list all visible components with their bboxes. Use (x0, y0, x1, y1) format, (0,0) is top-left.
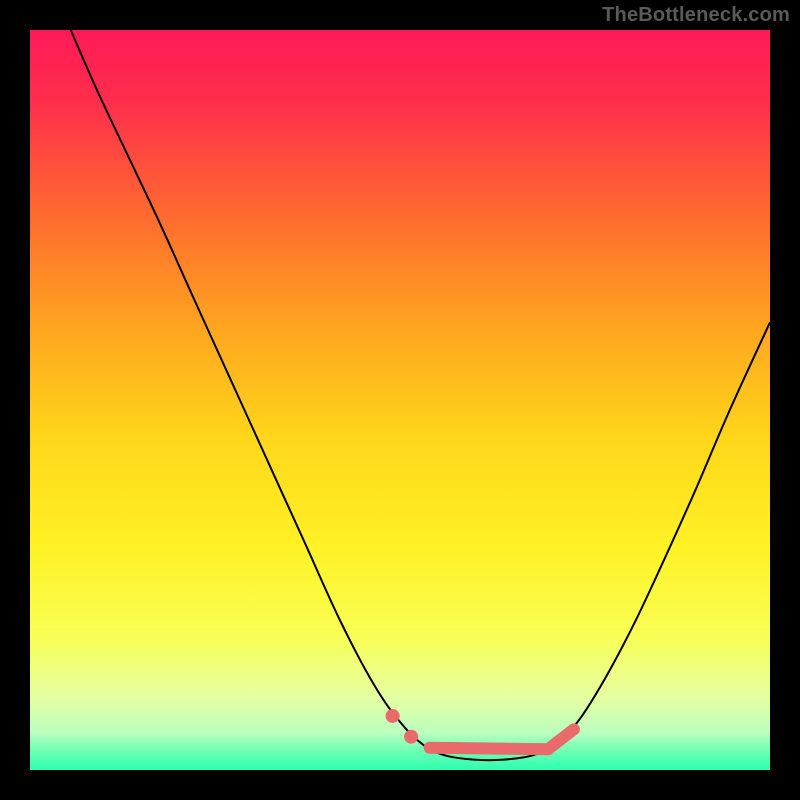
highlight-dot (386, 709, 400, 723)
watermark-text: TheBottleneck.com (602, 4, 790, 27)
plot-svg (30, 30, 770, 770)
canvas: TheBottleneck.com (0, 0, 800, 800)
highlight-dot (404, 730, 418, 744)
highlight-segment (430, 748, 548, 749)
gradient-background (30, 30, 770, 770)
plot-area (30, 30, 770, 770)
